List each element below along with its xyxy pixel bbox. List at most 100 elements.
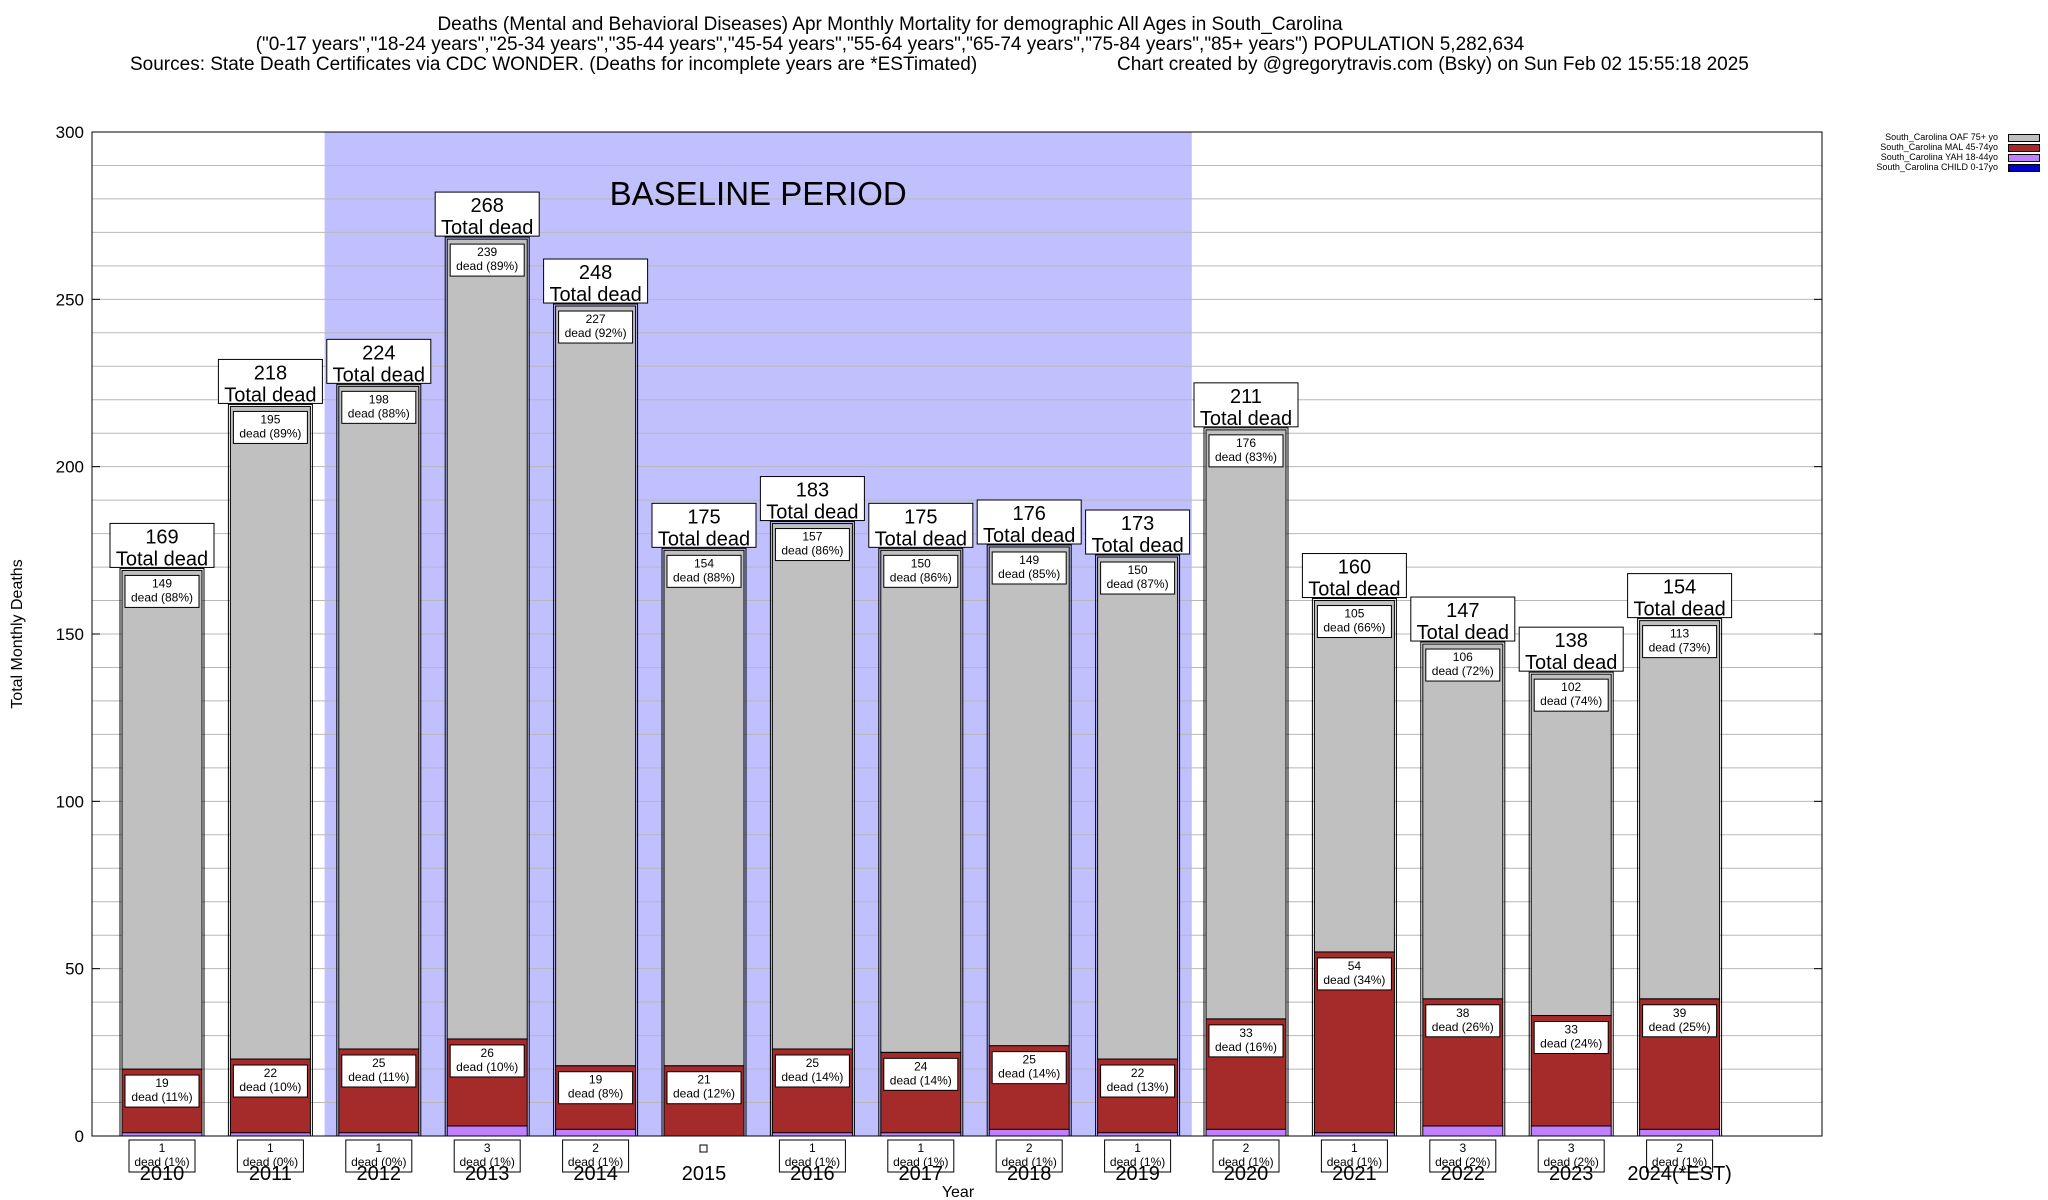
total-label: Total dead	[116, 548, 208, 570]
mal-value-label: dead (12%)	[673, 1087, 735, 1101]
x-tick-label: 2024(*EST)	[1627, 1163, 1732, 1185]
oaf-value-label: dead (72%)	[1432, 664, 1494, 678]
bar-segment-oaf	[338, 385, 420, 1050]
mal-value-label: dead (13%)	[1107, 1080, 1169, 1094]
oaf-value-label-box	[449, 243, 525, 277]
oaf-value-label: dead (89%)	[456, 259, 518, 273]
yah-value-label: 1	[267, 1141, 274, 1155]
x-tick-label: 2018	[1007, 1163, 1052, 1185]
total-label-box	[1627, 573, 1733, 619]
legend-swatch-mal	[2008, 144, 2040, 152]
yah-value-label: dead (1%)	[568, 1155, 623, 1169]
x-tick-label: 2016	[790, 1163, 835, 1185]
oaf-value-label-box	[558, 310, 634, 344]
total-label: 211	[1230, 386, 1262, 408]
oaf-value-label: 157	[802, 530, 822, 544]
mal-value-label-box	[883, 1057, 959, 1091]
oaf-value-label: dead (86%)	[781, 544, 843, 558]
mal-value-label: dead (10%)	[456, 1060, 518, 1074]
oaf-value-label: 195	[260, 412, 280, 426]
oaf-value-label: 105	[1344, 607, 1364, 621]
total-label-box	[1410, 596, 1516, 642]
bar-segment-yah	[988, 1128, 1070, 1137]
mal-value-label: dead (11%)	[131, 1090, 192, 1104]
yah-value-label: 1	[1134, 1141, 1141, 1155]
total-label-box	[434, 191, 540, 237]
x-tick-label: 2020	[1224, 1163, 1269, 1185]
legend-swatch-child	[2008, 164, 2040, 172]
yah-value-label: dead (0%)	[351, 1155, 406, 1169]
mal-value-label-box	[1100, 1064, 1176, 1098]
total-label: Total dead	[766, 502, 858, 524]
total-label-box	[1518, 626, 1624, 672]
chart-title: Deaths (Mental and Behavioral Diseases) …	[437, 14, 1343, 35]
legend-item-child: South_Carolina CHILD 0-17yo	[1850, 162, 2040, 172]
mal-value-label: dead (8%)	[568, 1087, 623, 1101]
oaf-value-label: 149	[152, 576, 172, 590]
total-label: Total dead	[1200, 408, 1292, 430]
y-tick-label: 250	[56, 290, 84, 309]
bar-segment-yah	[1530, 1125, 1612, 1137]
mal-value-label: dead (14%)	[781, 1070, 843, 1084]
y-tick-label: 0	[75, 1127, 84, 1146]
total-label-box	[326, 338, 432, 384]
total-label: Total dead	[1417, 622, 1509, 644]
mal-value-label: dead (25%)	[1649, 1020, 1711, 1034]
mal-value-label-box	[124, 1074, 200, 1108]
bar-segment-oaf	[1097, 556, 1179, 1060]
yah-value-label: 2	[592, 1141, 599, 1155]
total-label: Total dead	[658, 528, 750, 550]
yah-value-label: 3	[1459, 1141, 1466, 1155]
bar-segment-oaf	[121, 569, 203, 1070]
legend-swatch-yah	[2008, 154, 2040, 162]
bar-outline	[1095, 554, 1181, 1137]
oaf-value-label-box	[1642, 625, 1718, 659]
mal-value-label-box	[1533, 1021, 1609, 1055]
yah-value-label-box	[453, 1139, 521, 1173]
yah-value-label: dead (1%)	[460, 1155, 515, 1169]
x-tick-label: 2021	[1332, 1163, 1377, 1185]
bar-segment-yah	[1422, 1125, 1504, 1137]
y-axis-label: Total Monthly Deaths	[9, 559, 26, 708]
bar-segment-oaf	[1639, 620, 1721, 1000]
oaf-value-label: 239	[477, 245, 497, 259]
bar-segment-yah	[229, 1132, 311, 1137]
oaf-value-label: 102	[1561, 680, 1581, 694]
yah-value-label: dead (0%)	[243, 1155, 298, 1169]
baseline-label: BASELINE PERIOD	[610, 175, 907, 212]
yah-value-label: 1	[159, 1141, 166, 1155]
yah-value-label-box	[345, 1139, 413, 1173]
yah-value-label-box	[1429, 1139, 1497, 1173]
x-tick-label: 2022	[1441, 1163, 1486, 1185]
total-label-box	[109, 522, 215, 568]
mal-value-label-box	[1642, 1004, 1718, 1038]
bar-outline	[1203, 427, 1289, 1137]
total-label: 218	[254, 362, 287, 384]
x-tick-label: 2017	[899, 1163, 944, 1185]
yah-value-label-box	[1537, 1139, 1605, 1173]
bar-segment-oaf	[446, 238, 528, 1040]
legend-label-child: South_Carolina CHILD 0-17yo	[1876, 162, 1998, 172]
total-label-box	[976, 499, 1082, 545]
yah-value-label: dead (1%)	[1327, 1155, 1382, 1169]
mal-value-label: 21	[697, 1073, 711, 1087]
x-tick-label: 2023	[1549, 1163, 1594, 1185]
legend-item-mal: South_Carolina MAL 45-74yo	[1850, 142, 2040, 152]
oaf-value-label-box	[1316, 605, 1392, 639]
legend-item-oaf: South_Carolina OAF 75+ yo	[1850, 132, 2040, 142]
bar-segment-yah	[880, 1132, 962, 1137]
oaf-value-label: dead (88%)	[348, 406, 410, 420]
bar-outline	[553, 303, 639, 1137]
total-label-box	[543, 258, 649, 304]
mal-value-label: 22	[1131, 1066, 1145, 1080]
yah-value-label-box	[1104, 1139, 1172, 1173]
bar-outline	[878, 547, 964, 1137]
bar-outline	[1637, 618, 1723, 1137]
total-label: 147	[1446, 600, 1479, 622]
bar-segment-oaf	[1313, 600, 1395, 953]
mal-value-label: 33	[1239, 1026, 1253, 1040]
y-tick-label: 50	[65, 960, 84, 979]
oaf-value-label-box	[991, 551, 1067, 585]
yah-value-label: dead (1%)	[893, 1155, 948, 1169]
oaf-value-label-box	[666, 554, 742, 588]
